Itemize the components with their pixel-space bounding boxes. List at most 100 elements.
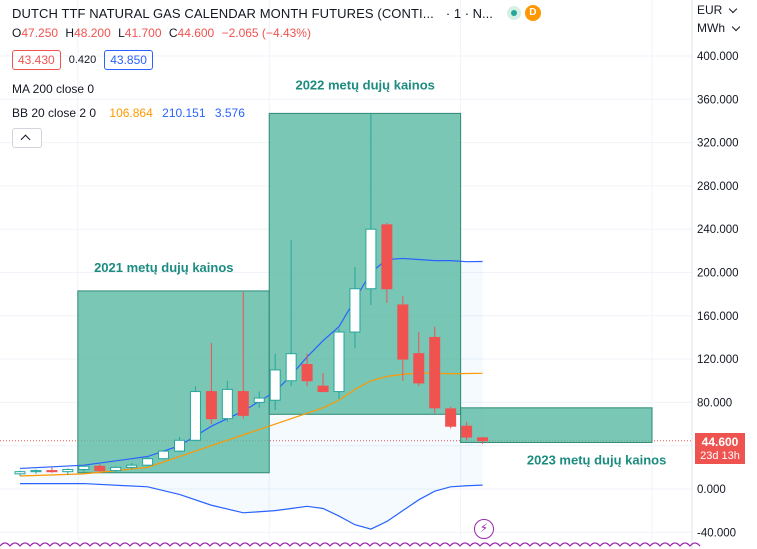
candle-body — [205, 391, 217, 420]
candle-body — [317, 385, 329, 393]
change-value: −2.065 (−4.43%) — [221, 26, 311, 40]
candle-body — [62, 469, 74, 473]
price-tick-label: 320.000 — [697, 138, 739, 150]
candle-body — [174, 439, 185, 452]
candle-body — [253, 397, 265, 403]
price-tick-label: 280.000 — [697, 181, 739, 193]
low-value: 41.700 — [124, 26, 162, 40]
ma-indicator-legend[interactable]: MA 200 close 0 — [12, 82, 95, 96]
annotation-label-0: 2021 metų dujų kainos — [94, 260, 233, 275]
price-tick-label: 120.000 — [697, 354, 739, 366]
candle — [429, 326, 441, 414]
candle-body — [285, 353, 297, 382]
low-label: L — [118, 26, 125, 40]
candle-body — [333, 331, 345, 393]
buy-price-button[interactable]: 43.850 — [104, 50, 153, 70]
annotation-label-2: 2023 metų dujų kainos — [527, 452, 666, 467]
spread-value: 0.420 — [68, 54, 97, 66]
candle — [14, 470, 26, 477]
chevron-down-icon — [729, 4, 738, 14]
bb-indicator-legend[interactable]: BB 20 close 2 0 106.864 210.151 3.576 — [12, 106, 245, 120]
bar-countdown-label: 23d 13h — [695, 449, 745, 464]
candle — [126, 463, 138, 470]
price-tick-label: 0.000 — [697, 484, 726, 496]
candle — [253, 391, 265, 408]
price-tick-label: 80.000 — [697, 397, 732, 409]
candle-body — [94, 465, 106, 472]
candle — [381, 222, 393, 303]
candle — [365, 113, 377, 305]
ohlc-legend: O47.250 H48.200 L41.700 C44.600 −2.065 (… — [12, 26, 315, 40]
candle — [78, 465, 90, 472]
candle-body — [142, 458, 154, 466]
symbol-header[interactable]: DUTCH TTF NATURAL GAS CALENDAR MONTH FUT… — [12, 5, 541, 21]
price-tick-label: -40.000 — [697, 527, 736, 539]
annotation-box-0 — [77, 290, 270, 474]
collapse-legend-button[interactable] — [12, 128, 42, 148]
candle — [301, 353, 313, 387]
candle — [142, 456, 154, 467]
delayed-data-badge[interactable]: D — [524, 5, 541, 21]
sell-price-button[interactable]: 43.430 — [12, 50, 61, 70]
candle-body — [14, 471, 26, 475]
candle — [461, 421, 473, 441]
candle-body — [30, 470, 42, 473]
candle — [174, 437, 185, 453]
current-price-label: 44.600 — [695, 433, 745, 450]
candle — [30, 469, 42, 474]
candle-body — [397, 304, 409, 360]
candle-body — [158, 450, 170, 460]
currency-selector[interactable]: EUR — [697, 3, 738, 17]
price-tick-label: 240.000 — [697, 224, 739, 236]
price-tick-label: 200.000 — [697, 268, 739, 280]
candle-body — [413, 353, 425, 384]
candle — [445, 406, 457, 429]
candle-body — [429, 336, 441, 409]
bb-upper-value: 210.151 — [162, 106, 206, 120]
unit-selector[interactable]: MWh — [697, 21, 741, 35]
high-label: H — [65, 26, 75, 40]
time-axis-strip — [0, 542, 701, 547]
open-value: 47.250 — [21, 26, 59, 40]
price-tick-label: 400.000 — [697, 51, 739, 63]
bb-label: BB 20 close 2 0 — [12, 106, 97, 120]
candle-body — [269, 369, 281, 401]
candle — [285, 240, 297, 387]
candle — [110, 466, 122, 473]
candle-body — [365, 228, 377, 290]
candle — [413, 332, 425, 387]
candle — [397, 296, 409, 381]
candle-body — [349, 288, 361, 333]
candle — [269, 353, 281, 410]
candle — [46, 467, 58, 473]
candle-body — [110, 466, 122, 472]
candle — [317, 373, 329, 393]
close-value: 44.600 — [177, 26, 215, 40]
candle-body — [126, 464, 138, 468]
unit-label: MWh — [697, 21, 725, 35]
timeline-wave — [0, 542, 701, 547]
candle — [349, 267, 361, 349]
annotation-labels: 2021 metų dujų kainos 2022 metų dujų kain… — [94, 77, 666, 467]
market-status-icon — [506, 6, 521, 20]
candle — [189, 386, 201, 442]
bb-lower-line — [20, 482, 483, 530]
lightning-icon[interactable]: ⚡ — [474, 519, 494, 539]
candle — [237, 291, 249, 419]
candle — [94, 464, 106, 472]
candle — [158, 450, 170, 460]
candle-body — [461, 425, 473, 438]
annotation-box-2 — [460, 407, 653, 443]
bb-lower-value: 3.576 — [214, 106, 245, 120]
candle-body — [381, 224, 393, 290]
price-axis: 400.000 360.000 320.000 280.000 240.000 200.0… — [691, 0, 757, 549]
close-label: C — [168, 26, 178, 40]
interval-label: · 1 · N... — [445, 5, 493, 21]
candle-body — [237, 391, 249, 416]
candle-body — [445, 408, 457, 427]
symbol-title[interactable]: DUTCH TTF NATURAL GAS CALENDAR MONTH FUT… — [12, 5, 434, 21]
open-label: O — [12, 26, 22, 40]
candle-body — [477, 437, 489, 442]
candle — [62, 468, 74, 475]
